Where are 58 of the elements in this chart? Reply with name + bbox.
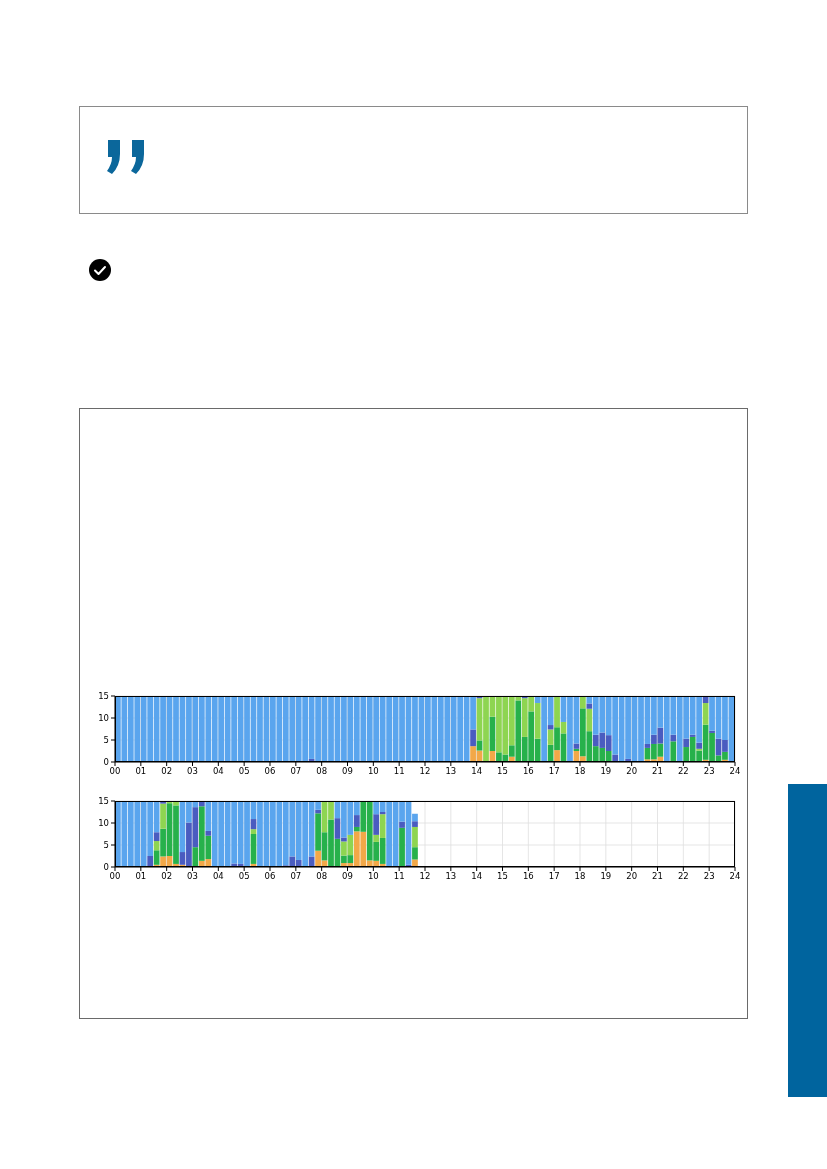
y-tick-label: 15 — [98, 796, 109, 807]
y-tick-label: 10 — [98, 713, 109, 724]
x-tick-label: 10 — [367, 871, 379, 882]
y-tick-label: 0 — [103, 862, 109, 873]
x-tick-label: 10 — [367, 766, 379, 777]
x-tick-label: 08 — [316, 766, 328, 777]
x-tick-label: 09 — [342, 871, 353, 882]
x-tick-label: 16 — [522, 766, 534, 777]
x-tick-label: 14 — [471, 766, 483, 777]
x-tick-label: 07 — [290, 871, 302, 882]
x-tick-label: 18 — [574, 766, 586, 777]
x-tick-label: 00 — [109, 871, 121, 882]
x-tick-label: 16 — [522, 871, 534, 882]
x-tick-label: 19 — [600, 871, 612, 882]
x-tick-label: 03 — [187, 766, 198, 777]
x-tick-label: 17 — [548, 766, 560, 777]
x-tick-label: 02 — [161, 871, 173, 882]
x-tick-label: 11 — [393, 766, 405, 777]
x-tick-label: 11 — [393, 871, 405, 882]
x-tick-label: 24 — [729, 871, 741, 882]
x-tick-label: 01 — [135, 871, 147, 882]
x-tick-label: 13 — [445, 871, 457, 882]
x-tick-label: 14 — [471, 871, 483, 882]
x-tick-label: 00 — [109, 766, 121, 777]
x-tick-label: 23 — [703, 871, 715, 882]
x-tick-label: 09 — [342, 766, 353, 777]
x-tick-label: 22 — [677, 766, 689, 777]
x-tick-label: 05 — [238, 766, 250, 777]
x-tick-label: 04 — [212, 871, 224, 882]
x-tick-label: 12 — [419, 871, 431, 882]
x-tick-label: 24 — [729, 766, 741, 777]
y-tick-label: 15 — [98, 691, 109, 702]
x-tick-label: 21 — [652, 766, 663, 777]
x-tick-label: 22 — [677, 871, 689, 882]
x-tick-label: 01 — [135, 766, 147, 777]
x-tick-label: 20 — [626, 871, 638, 882]
x-tick-label: 23 — [703, 766, 715, 777]
x-tick-label: 06 — [264, 871, 276, 882]
x-tick-label: 20 — [626, 766, 638, 777]
x-tick-label: 17 — [548, 871, 560, 882]
x-tick-label: 08 — [316, 871, 328, 882]
y-tick-label: 0 — [103, 757, 109, 768]
x-tick-label: 19 — [600, 766, 612, 777]
y-tick-label: 5 — [103, 735, 109, 746]
y-tick-label: 10 — [98, 818, 109, 829]
x-tick-label: 03 — [187, 871, 198, 882]
x-tick-label: 21 — [652, 871, 663, 882]
x-tick-label: 06 — [264, 766, 276, 777]
x-tick-label: 15 — [497, 871, 508, 882]
x-tick-label: 02 — [161, 766, 173, 777]
x-tick-label: 04 — [212, 766, 224, 777]
x-tick-label: 05 — [238, 871, 250, 882]
x-tick-label: 15 — [497, 766, 508, 777]
x-tick-label: 18 — [574, 871, 586, 882]
x-tick-label: 12 — [419, 766, 431, 777]
x-tick-label: 13 — [445, 766, 457, 777]
y-tick-label: 5 — [103, 840, 109, 851]
x-tick-label: 07 — [290, 766, 302, 777]
